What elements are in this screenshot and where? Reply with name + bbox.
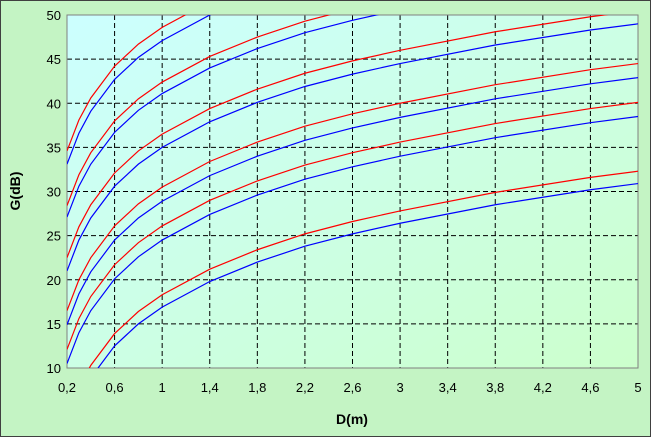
curve [67,77,638,325]
curve [88,170,638,368]
x-tick-label: 0,6 [106,380,124,395]
x-tick-label: 2,6 [343,380,361,395]
curve [67,62,638,311]
x-tick-label: 0,2 [58,380,76,395]
x-tick-label: 4,6 [581,380,599,395]
x-axis-label: D(m) [336,411,368,427]
y-tick-label: 20 [47,273,61,288]
x-tick-label: 1,8 [248,380,266,395]
curve [67,15,380,218]
y-tick-label: 25 [47,229,61,244]
x-tick-label: 2,2 [296,380,314,395]
curve [97,182,638,368]
curve [67,15,609,258]
y-tick-label: 15 [47,317,61,332]
x-tick-label: 3,8 [486,380,504,395]
plot-border [66,14,639,369]
y-tick-label: 10 [47,361,61,376]
x-tick-label: 4,2 [534,380,552,395]
x-tick-label: 1 [159,380,166,395]
x-tick-label: 3,4 [439,380,457,395]
x-tick-label: 5 [634,380,641,395]
y-tick-label: 50 [47,8,61,23]
y-tick-label: 45 [47,52,61,67]
y-tick-label: 30 [47,185,61,200]
x-tick-label: 3 [396,380,403,395]
x-tick-label: 1,4 [201,380,219,395]
curve [67,115,638,364]
curve [67,101,638,350]
y-tick-label: 40 [47,96,61,111]
curve [67,15,332,206]
y-tick-label: 35 [47,140,61,155]
curve [67,15,212,165]
curve [67,23,638,272]
y-axis-label: G(dB) [7,172,23,211]
curve [67,15,187,152]
